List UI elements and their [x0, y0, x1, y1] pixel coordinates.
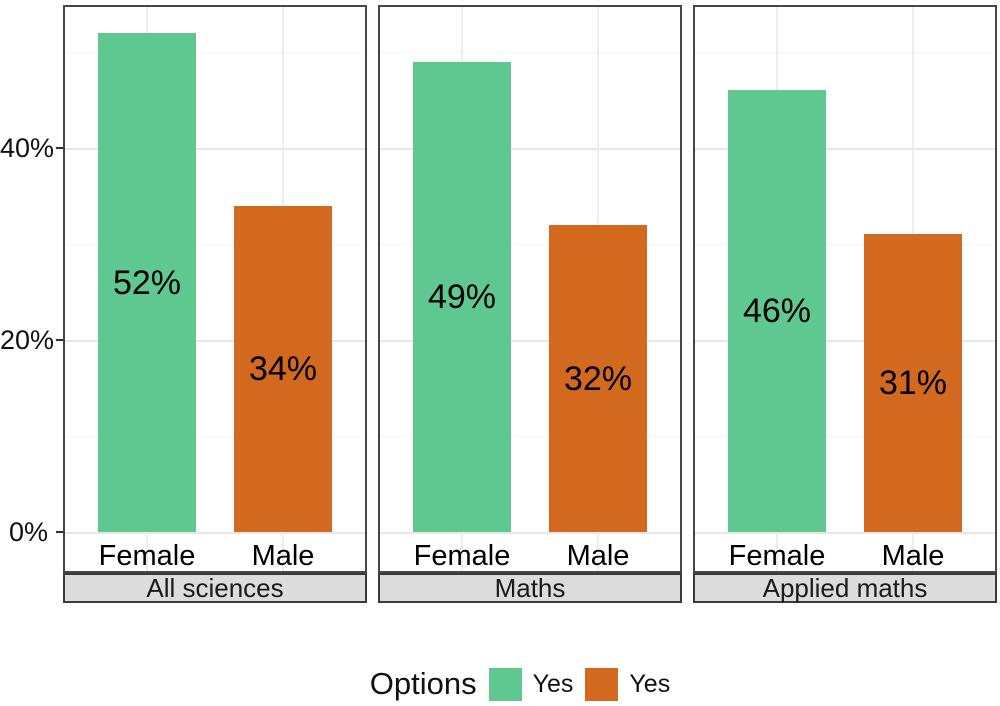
- y-axis-tick-mark: [56, 339, 63, 341]
- minor-gridline: [380, 436, 680, 437]
- legend-title: Options: [369, 666, 477, 701]
- bar-value-label: 49%: [427, 278, 497, 316]
- facet-maths: 49% Female 32% Male Maths: [378, 5, 682, 603]
- legend: Options Yes Yes: [0, 666, 1000, 702]
- facet-strip-label: All sciences: [63, 573, 367, 603]
- legend-entries: Yes Yes: [488, 667, 671, 701]
- major-gridline: [65, 340, 365, 342]
- major-gridline: [65, 148, 365, 150]
- bar-male: [549, 225, 647, 532]
- minor-gridline: [65, 52, 365, 53]
- bar-value-label: 46%: [742, 292, 812, 330]
- bar-male: [234, 206, 332, 532]
- legend-color-swatch: [585, 667, 619, 701]
- major-gridline: [380, 532, 680, 534]
- major-gridline: [695, 148, 995, 150]
- minor-gridline: [695, 244, 995, 245]
- legend-entry-label: Yes: [532, 669, 574, 698]
- minor-gridline: [65, 436, 365, 437]
- minor-gridline: [380, 244, 680, 245]
- legend-color-swatch: [488, 667, 522, 701]
- y-axis-tick-mark: [56, 531, 63, 533]
- plot-panel: 46% Female 31% Male: [693, 5, 997, 573]
- minor-gridline: [65, 244, 365, 245]
- bar-male: [864, 234, 962, 532]
- facet-applied-maths: 46% Female 31% Male Applied maths: [693, 5, 997, 603]
- y-axis-tick-label: 40%: [0, 133, 55, 163]
- bar-female: [413, 62, 511, 532]
- facet-strip-label: Maths: [378, 573, 682, 603]
- bar-value-label: 52%: [112, 264, 182, 302]
- minor-gridline: [695, 436, 995, 437]
- major-gridline: [380, 148, 680, 150]
- plot-panel: 49% Female 32% Male: [378, 5, 682, 573]
- y-axis-tick-label: 0%: [8, 517, 48, 547]
- x-axis-category-label: Female: [728, 540, 826, 572]
- major-gridline: [65, 532, 365, 534]
- bar-female: [98, 33, 196, 532]
- x-axis-category-label: Female: [413, 540, 511, 572]
- x-axis-category-label: Male: [251, 540, 315, 572]
- major-gridline: [380, 340, 680, 342]
- bar-value-label: 31%: [878, 364, 948, 402]
- facet-all-sciences: 52% Female 34% Male All sciences: [63, 5, 367, 603]
- y-axis-tick-label: 20%: [0, 325, 55, 355]
- legend-entry-label: Yes: [629, 669, 671, 698]
- minor-gridline: [380, 52, 680, 53]
- x-axis-category-label: Female: [98, 540, 196, 572]
- bar-female: [728, 90, 826, 532]
- major-gridline: [695, 340, 995, 342]
- legend-item: Yes: [585, 667, 671, 701]
- y-axis-tick-mark: [56, 147, 63, 149]
- facet-strip-label: Applied maths: [693, 573, 997, 603]
- major-gridline: [695, 532, 995, 534]
- x-axis-category-label: Male: [881, 540, 945, 572]
- legend-item: Yes: [488, 667, 574, 701]
- minor-gridline: [695, 52, 995, 53]
- plot-panel: 52% Female 34% Male: [63, 5, 367, 573]
- x-axis-category-label: Male: [566, 540, 630, 572]
- bar-value-label: 34%: [248, 350, 318, 388]
- bar-value-label: 32%: [563, 360, 633, 398]
